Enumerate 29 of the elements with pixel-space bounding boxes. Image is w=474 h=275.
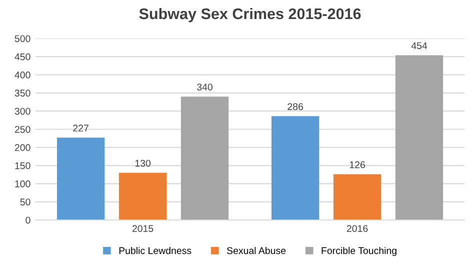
bar — [57, 138, 105, 220]
y-tick-label: 50 — [20, 198, 30, 206]
bar — [333, 174, 382, 220]
legend-label: Forcible Touching — [322, 246, 396, 256]
y-tick-label: 300 — [14, 108, 30, 115]
y-tick-label: 350 — [14, 90, 30, 97]
legend-label: Sexual Abuse — [226, 246, 286, 254]
data-label: 227 — [73, 124, 88, 132]
y-tick-label: 450 — [14, 53, 30, 60]
chart-title: Subway Sex Crimes 2015-2016 — [139, 8, 361, 22]
data-label: 126 — [350, 161, 365, 168]
y-tick-label: 0 — [26, 216, 30, 224]
data-label: 286 — [288, 103, 303, 110]
data-label: 340 — [197, 84, 212, 90]
bar — [395, 55, 444, 220]
y-tick-label: 500 — [14, 35, 30, 42]
x-tick-label: 2016 — [346, 225, 368, 232]
legend-label: Public Lewdness — [119, 246, 192, 254]
bar — [271, 116, 320, 220]
y-tick-label: 400 — [14, 72, 30, 78]
y-tick-label: 100 — [15, 180, 30, 188]
x-tick-label: 2015 — [132, 225, 154, 232]
data-label: 454 — [411, 42, 428, 50]
y-tick-label: 200 — [14, 144, 30, 152]
bar — [118, 172, 167, 220]
bar — [180, 96, 229, 220]
y-tick-label: 250 — [14, 126, 30, 133]
data-label: 130 — [135, 160, 151, 167]
y-tick-label: 150 — [15, 162, 30, 170]
